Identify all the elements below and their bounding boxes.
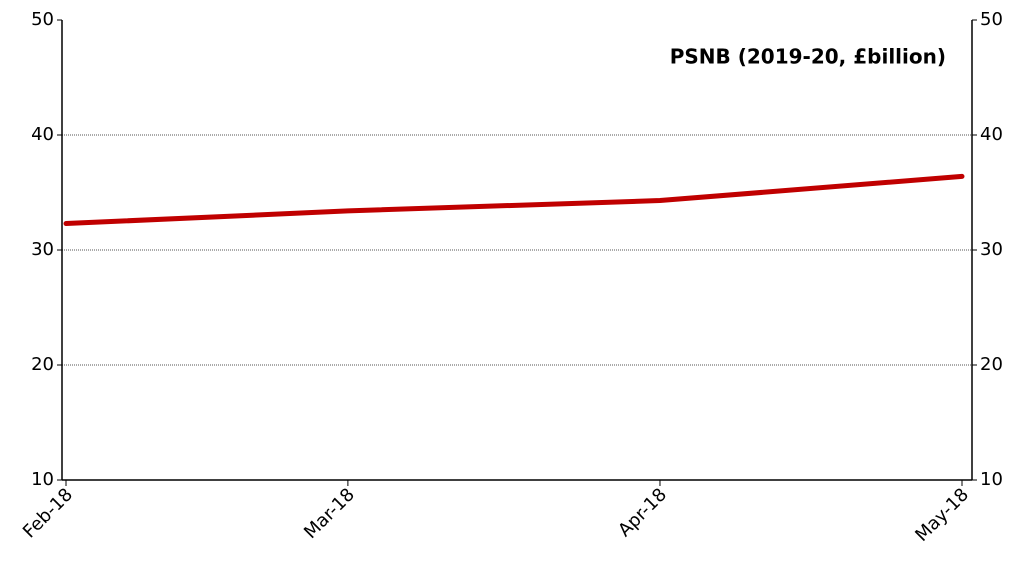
x-tick-label: Mar-18 — [300, 484, 359, 543]
y2-tick-label: 30 — [980, 239, 1003, 260]
chart-title: PSNB (2019-20, £billion) — [670, 45, 946, 69]
x-tick-label: Apr-18 — [614, 484, 671, 541]
y-tick-label: 20 — [31, 354, 54, 375]
y-tick-label: 10 — [31, 469, 54, 490]
x-tick-label: Feb-18 — [19, 484, 77, 542]
y2-tick-label: 20 — [980, 354, 1003, 375]
y-tick-label: 30 — [31, 239, 54, 260]
x-tick-label: May-18 — [911, 484, 973, 546]
y-tick-label: 50 — [31, 9, 54, 30]
data-line — [63, 173, 965, 227]
y2-tick-label: 40 — [980, 124, 1003, 145]
y-tick-label: 40 — [31, 124, 54, 145]
y2-tick-label: 50 — [980, 9, 1003, 30]
y2-tick-label: 10 — [980, 469, 1003, 490]
